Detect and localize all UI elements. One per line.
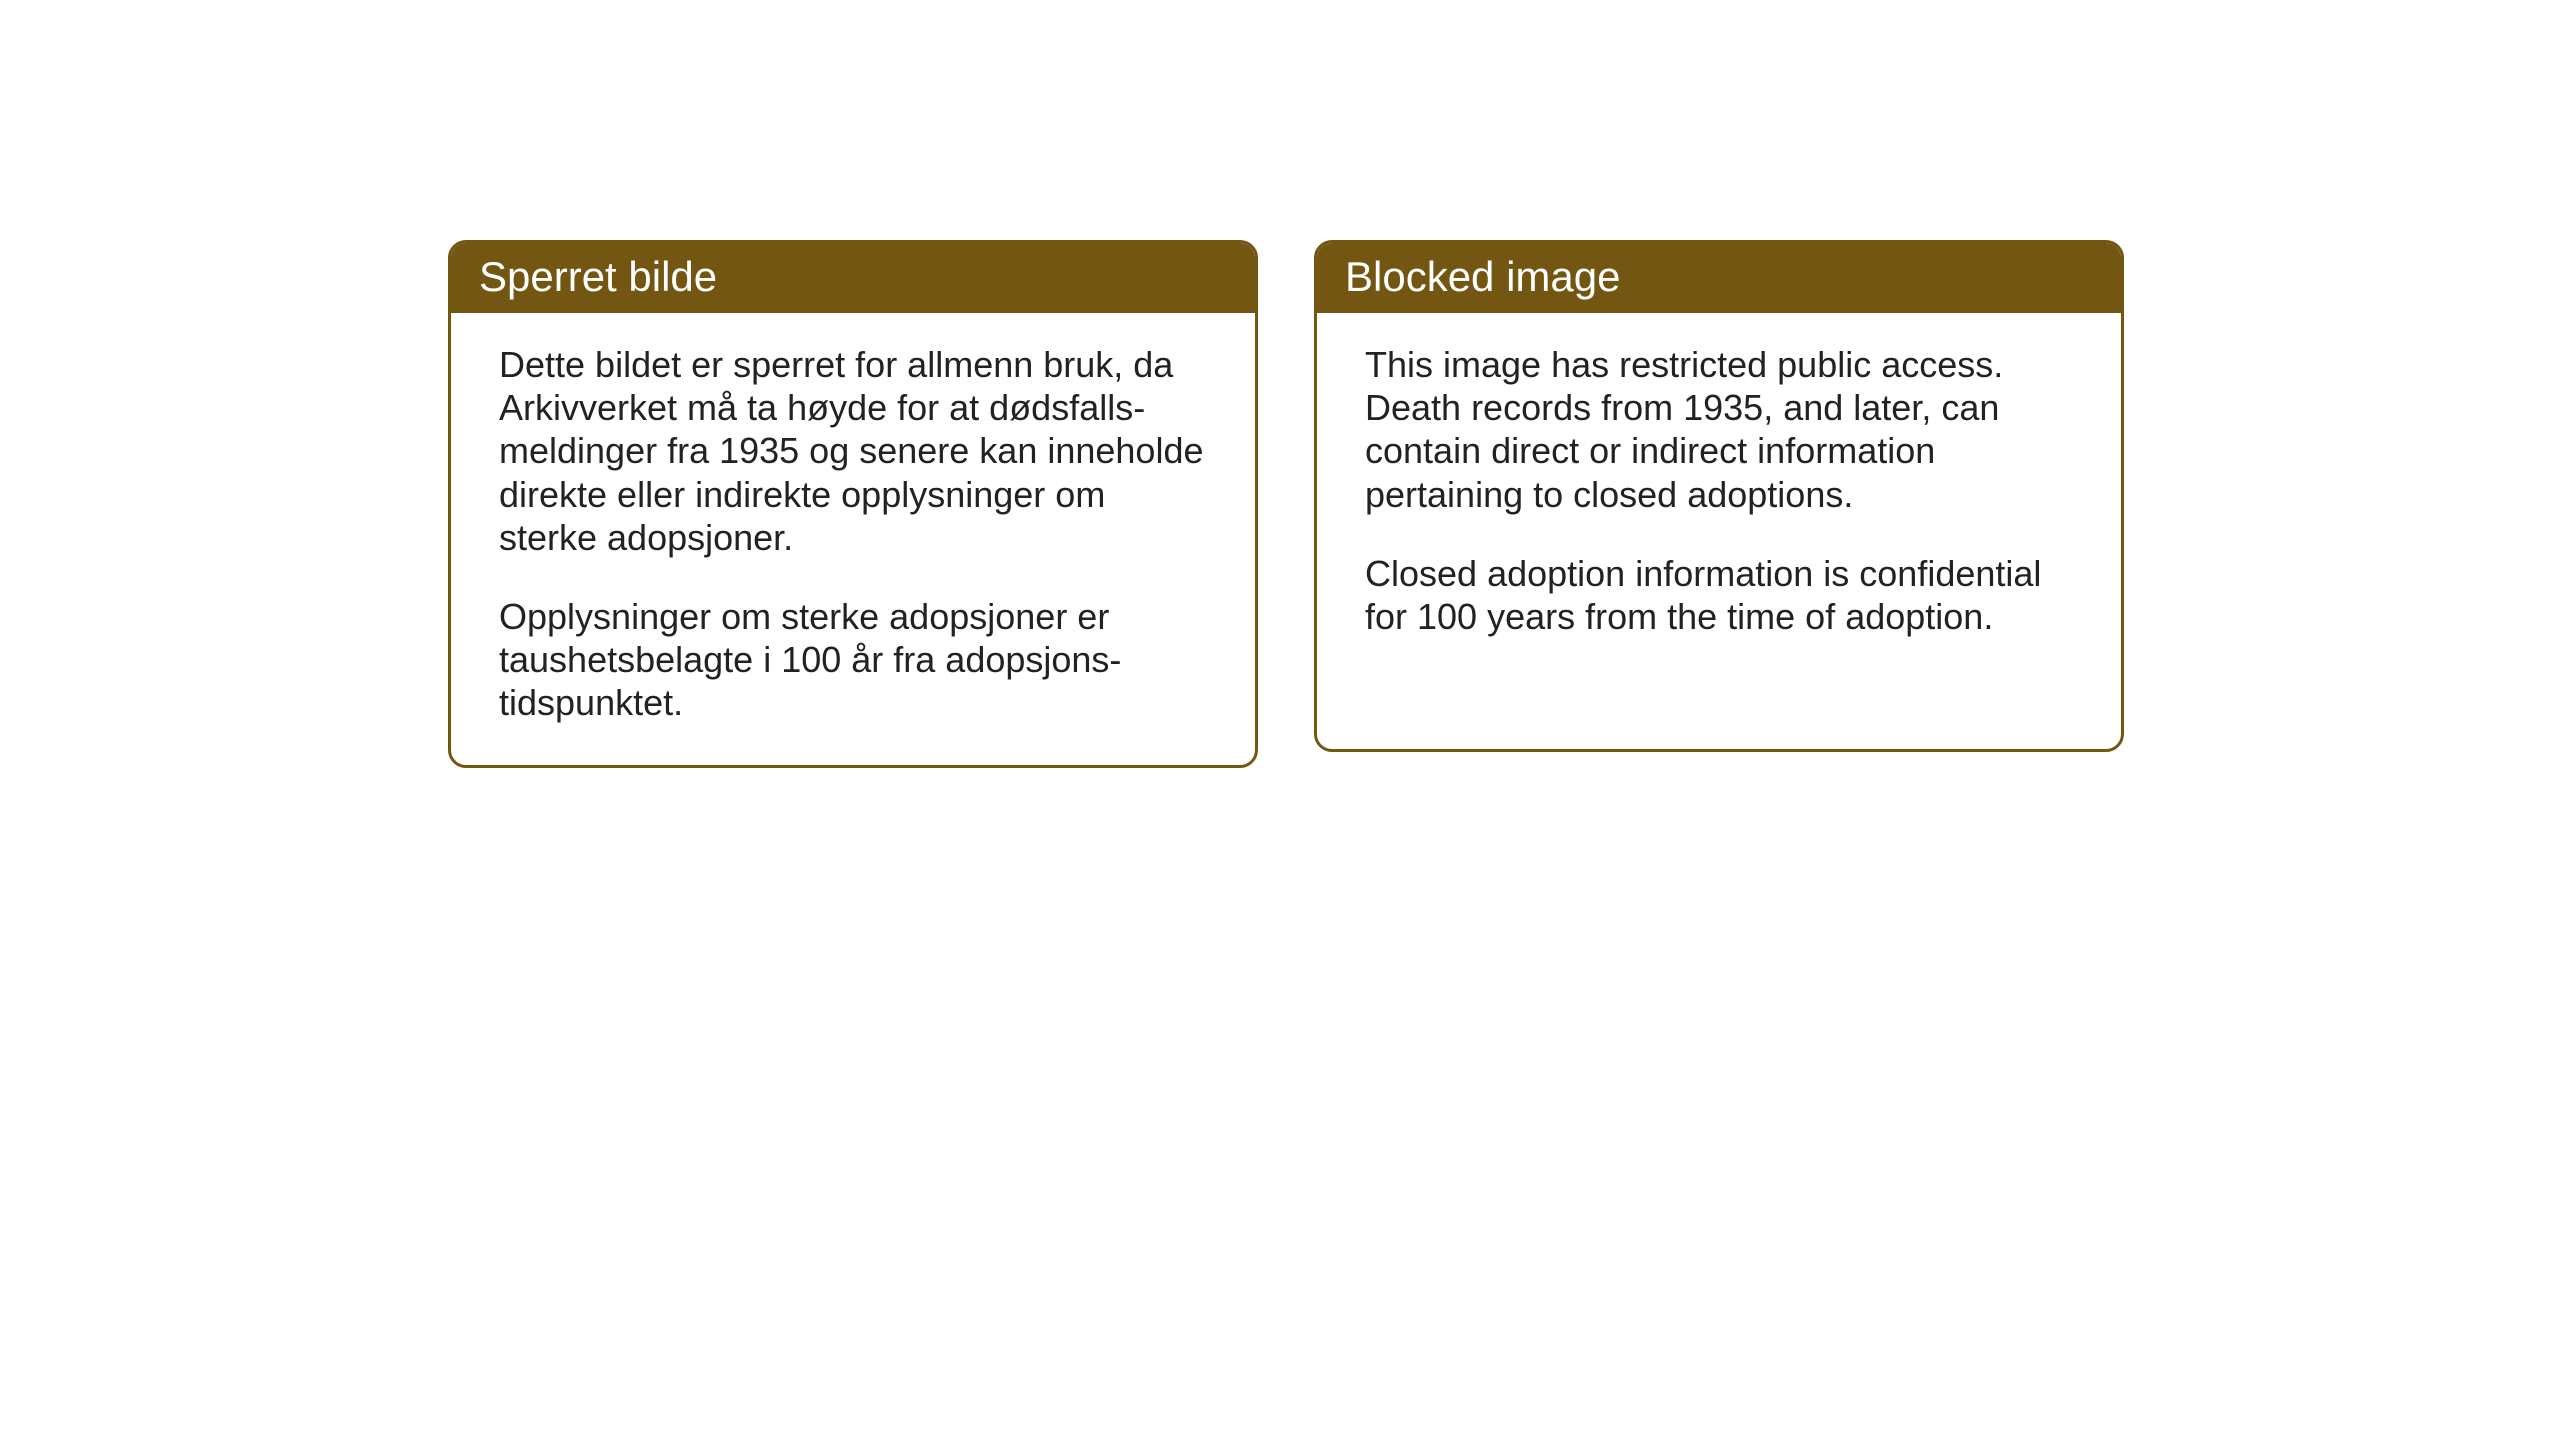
cards-container: Sperret bilde Dette bildet er sperret fo… — [448, 240, 2124, 768]
card-english-paragraph-1: This image has restricted public access.… — [1365, 343, 2073, 516]
card-english-paragraph-2: Closed adoption information is confident… — [1365, 552, 2073, 638]
card-english-title: Blocked image — [1345, 253, 1620, 300]
card-english-header: Blocked image — [1317, 243, 2121, 313]
card-english: Blocked image This image has restricted … — [1314, 240, 2124, 752]
card-norwegian-paragraph-1: Dette bildet er sperret for allmenn bruk… — [499, 343, 1207, 559]
card-english-body: This image has restricted public access.… — [1317, 313, 2121, 678]
card-norwegian-title: Sperret bilde — [479, 253, 717, 300]
card-norwegian-body: Dette bildet er sperret for allmenn bruk… — [451, 313, 1255, 765]
card-norwegian-header: Sperret bilde — [451, 243, 1255, 313]
card-norwegian: Sperret bilde Dette bildet er sperret fo… — [448, 240, 1258, 768]
card-norwegian-paragraph-2: Opplysninger om sterke adopsjoner er tau… — [499, 595, 1207, 725]
